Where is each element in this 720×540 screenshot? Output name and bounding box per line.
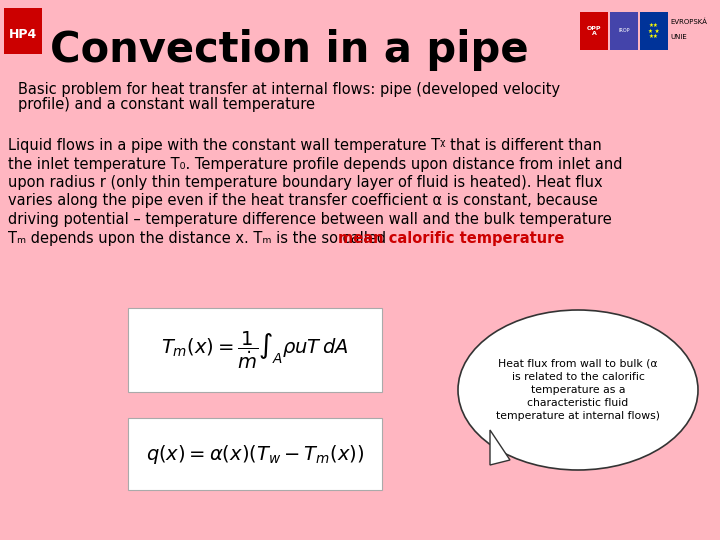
Text: Heat flux from wall to bulk (α
is related to the calorific
temperature as a
char: Heat flux from wall to bulk (α is relate…	[496, 359, 660, 421]
Text: Convection in a pipe: Convection in a pipe	[50, 29, 528, 71]
Text: HP4: HP4	[9, 28, 37, 40]
Text: EVROPSKÁ: EVROPSKÁ	[670, 19, 707, 25]
FancyBboxPatch shape	[610, 12, 638, 50]
FancyBboxPatch shape	[4, 8, 42, 54]
Text: $q(x) = \alpha(x)(T_w - T_m(x))$: $q(x) = \alpha(x)(T_w - T_m(x))$	[146, 442, 364, 465]
Ellipse shape	[458, 310, 698, 470]
Text: ★★
★ ★
★★: ★★ ★ ★ ★★	[648, 23, 660, 39]
FancyBboxPatch shape	[580, 12, 608, 50]
Text: profile) and a constant wall temperature: profile) and a constant wall temperature	[18, 97, 315, 112]
Text: mean calorific temperature: mean calorific temperature	[338, 231, 564, 246]
Polygon shape	[490, 430, 510, 465]
Text: driving potential – temperature difference between wall and the bulk temperature: driving potential – temperature differen…	[8, 212, 612, 227]
Text: OPP
A: OPP A	[587, 25, 601, 36]
Text: UNIE: UNIE	[670, 34, 687, 40]
FancyBboxPatch shape	[128, 418, 382, 490]
Text: Liquid flows in a pipe with the constant wall temperature Tᵡ that is different t: Liquid flows in a pipe with the constant…	[8, 138, 602, 153]
Text: Tₘ depends upon the distance x. Tₘ is the so called: Tₘ depends upon the distance x. Tₘ is th…	[8, 231, 391, 246]
FancyBboxPatch shape	[128, 308, 382, 392]
FancyBboxPatch shape	[640, 12, 668, 50]
Text: upon radius r (only thin temperature boundary layer of fluid is heated). Heat fl: upon radius r (only thin temperature bou…	[8, 175, 603, 190]
Text: Basic problem for heat transfer at internal flows: pipe (developed velocity: Basic problem for heat transfer at inter…	[18, 82, 560, 97]
Text: the inlet temperature T₀. Temperature profile depends upon distance from inlet a: the inlet temperature T₀. Temperature pr…	[8, 157, 623, 172]
Text: varies along the pipe even if the heat transfer coefficient α is constant, becau: varies along the pipe even if the heat t…	[8, 193, 598, 208]
Text: $T_m(x) = \dfrac{1}{\dot{m}} \int_A \rho u T\, dA$: $T_m(x) = \dfrac{1}{\dot{m}} \int_A \rho…	[161, 329, 348, 371]
Text: IROP: IROP	[618, 29, 630, 33]
